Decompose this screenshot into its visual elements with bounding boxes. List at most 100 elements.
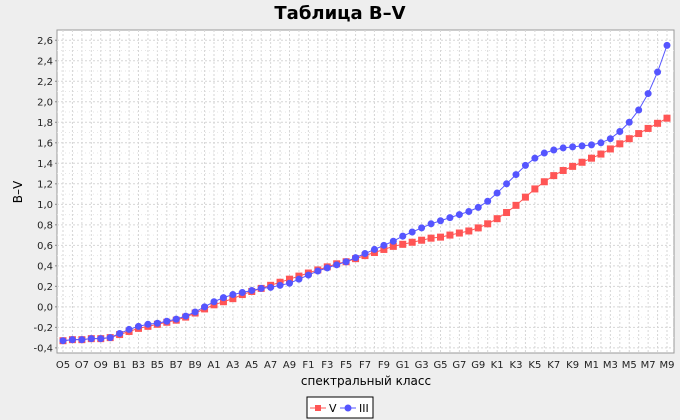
series-v-point [644, 124, 652, 132]
series-v-point [531, 185, 539, 193]
series-iii-point [333, 261, 341, 269]
y-tick-label: -0,2 [33, 323, 53, 334]
series-v-point [606, 145, 614, 153]
y-tick-label: 0,8 [37, 220, 53, 231]
series-iii-point [654, 68, 662, 76]
series-iii-point [663, 41, 671, 49]
x-tick-label: A3 [226, 360, 239, 371]
x-tick-label: A7 [264, 360, 277, 371]
legend-marker-iii [344, 404, 352, 412]
y-tick-label: 0,4 [37, 261, 53, 272]
series-iii-point [352, 254, 360, 262]
series-v-point [219, 298, 227, 306]
series-iii-point [78, 336, 86, 344]
y-tick-label: 2,4 [37, 56, 53, 67]
series-v-point [408, 238, 416, 246]
series-v-point [503, 209, 511, 217]
series-iii-point [606, 135, 614, 143]
series-iii-point [201, 303, 209, 311]
series-iii-point [314, 267, 322, 275]
series-iii-point [531, 154, 539, 162]
series-v-point [389, 242, 397, 250]
series-iii-point [153, 319, 161, 327]
series-iii-point [540, 149, 548, 157]
x-axis-ticks: O5 O7 O9 B1 B3 B5 B7 B9 A1 A3 A5 A7 A9 F1 F3 F5 F7 F9 G1 G3… [56, 360, 675, 371]
series-v-point [455, 229, 463, 237]
series-iii-point [191, 308, 199, 316]
x-tick-label: F1 [302, 360, 314, 371]
series-v-point [465, 227, 473, 235]
x-tick-label: B7 [170, 360, 183, 371]
y-tick-label: 2,6 [37, 36, 53, 47]
series-iii-point [474, 203, 482, 211]
series-v-point [512, 201, 520, 209]
series-v-point [474, 224, 482, 232]
x-tick-label: G3 [415, 360, 429, 371]
x-tick-label: F9 [378, 360, 390, 371]
series-iii-point [588, 141, 595, 149]
x-tick-label: M5 [622, 360, 637, 371]
y-tick-label: 2,2 [37, 77, 53, 88]
series-v-point [569, 162, 577, 170]
series-v-point [380, 245, 388, 253]
series-iii-point [455, 211, 463, 219]
series-v-point [550, 172, 558, 180]
series-v-point [399, 240, 407, 248]
grid [57, 30, 674, 353]
series-v-point [437, 233, 444, 241]
series-iii-point [503, 180, 511, 188]
series-iii-point [182, 312, 190, 320]
y-tick-label: 1,6 [37, 138, 53, 149]
series-iii-point [370, 245, 378, 253]
series-iii-point [238, 289, 246, 297]
series-iii-point [644, 90, 652, 98]
y-tick-label: 1,0 [37, 200, 53, 211]
series-iii-point [408, 228, 416, 236]
x-tick-label: G7 [452, 360, 466, 371]
series-iii-point [144, 320, 152, 328]
series-iii-point [267, 283, 275, 291]
x-tick-label: A9 [283, 360, 296, 371]
series-iii-point [219, 294, 227, 302]
series-iii-point [380, 241, 388, 249]
series-iii-point [229, 291, 237, 299]
series-iii-point [597, 139, 605, 147]
x-tick-label: B3 [132, 360, 145, 371]
y-axis-ticks: -0,4 -0,2 0,0 0,2 0,4 0,6 0,8 1,0 1,2 1,4 1,6 1,8 2,… [33, 36, 57, 354]
series-v-point [616, 140, 624, 148]
x-tick-label: B5 [151, 360, 164, 371]
series-layer [59, 41, 671, 345]
series-iii-point [210, 298, 218, 306]
series-iii-point [465, 207, 473, 215]
series-v-point [418, 236, 426, 244]
series-v-point [635, 130, 643, 138]
series-iii-point [342, 258, 350, 266]
x-axis-label: спектральный класс [301, 374, 431, 388]
series-iii-point [323, 264, 331, 272]
series-v-point [663, 114, 671, 122]
series-iii-point [512, 171, 520, 179]
series-v-point [625, 135, 633, 143]
series-iii-point [418, 224, 426, 232]
series-iii-point [578, 142, 586, 150]
series-iii-point [361, 250, 369, 258]
series-v-point [540, 178, 548, 186]
series-v-point [654, 119, 662, 127]
x-tick-label: G5 [433, 360, 447, 371]
series-iii-point [97, 335, 105, 343]
series-iii-point [484, 197, 492, 205]
x-tick-label: K3 [510, 360, 523, 371]
series-v-point [578, 158, 586, 166]
series-iii-point [493, 189, 501, 197]
x-tick-label: F5 [340, 360, 352, 371]
y-axis-label: B–V [11, 180, 25, 203]
series-iii-point [635, 106, 643, 114]
series-iii-point [163, 317, 171, 325]
series-v-point [484, 220, 492, 228]
series-iii-point [116, 330, 124, 338]
legend-marker-v [315, 405, 321, 411]
x-tick-label: A1 [207, 360, 220, 371]
x-tick-label: M3 [603, 360, 618, 371]
y-tick-label: 0,2 [37, 282, 53, 293]
